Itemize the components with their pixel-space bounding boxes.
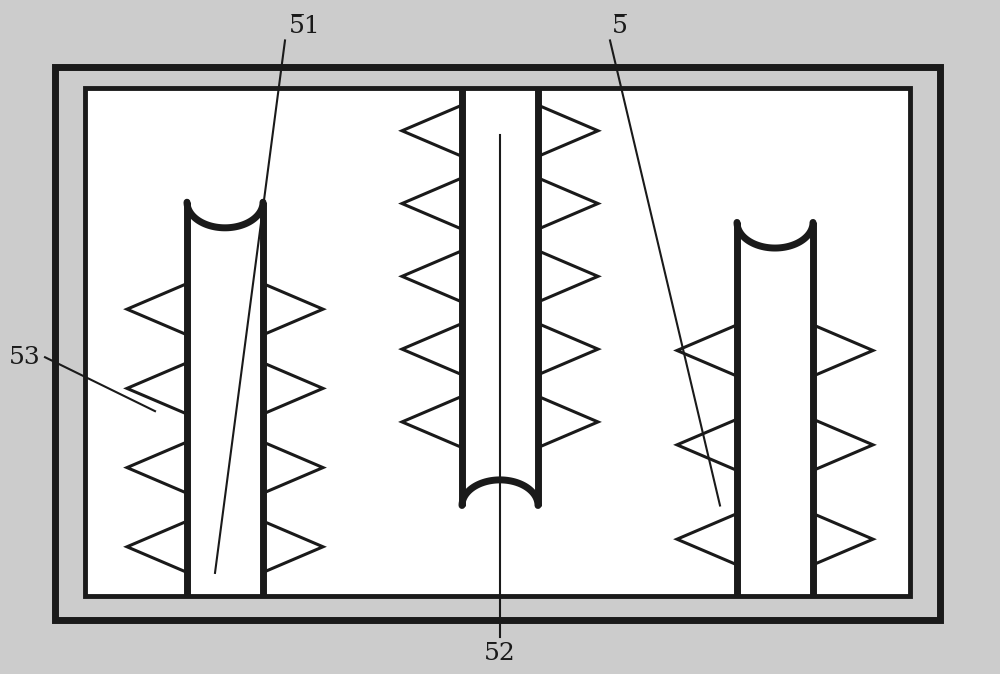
Text: 53: 53 [9,346,41,369]
Bar [55,67,940,620]
Bar [85,88,910,596]
Text: 52: 52 [484,642,516,665]
Text: 5̅: 5̅ [612,16,628,38]
Text: 5̅1: 5̅1 [289,16,321,38]
